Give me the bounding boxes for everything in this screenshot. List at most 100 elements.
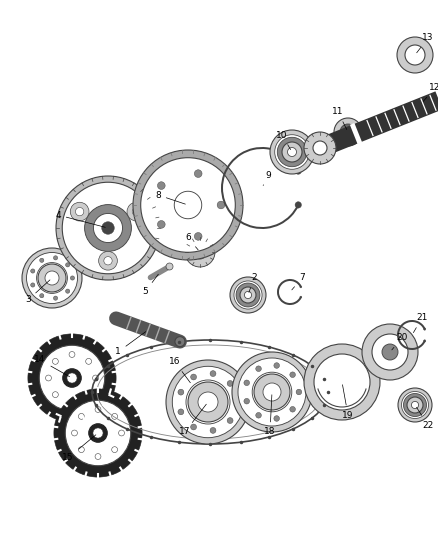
Circle shape — [166, 360, 250, 444]
Text: 16: 16 — [169, 358, 191, 383]
Circle shape — [193, 245, 207, 259]
Circle shape — [178, 409, 184, 415]
Circle shape — [188, 382, 228, 422]
Circle shape — [256, 413, 261, 418]
Text: 15: 15 — [62, 435, 96, 463]
Text: 9: 9 — [263, 171, 271, 185]
Circle shape — [295, 201, 301, 208]
Circle shape — [304, 132, 336, 164]
Circle shape — [89, 424, 107, 442]
Text: 4: 4 — [55, 211, 105, 227]
Circle shape — [71, 430, 78, 436]
Text: 1: 1 — [115, 332, 146, 357]
Circle shape — [86, 358, 92, 365]
Circle shape — [197, 249, 203, 255]
Circle shape — [45, 271, 59, 285]
Circle shape — [95, 407, 101, 413]
Circle shape — [157, 221, 165, 228]
Circle shape — [240, 287, 256, 303]
Circle shape — [424, 340, 426, 342]
Circle shape — [344, 128, 352, 136]
Circle shape — [38, 264, 66, 292]
Circle shape — [191, 374, 197, 380]
Text: 19: 19 — [342, 385, 354, 419]
Circle shape — [227, 417, 233, 424]
Circle shape — [304, 344, 380, 420]
Circle shape — [238, 358, 306, 426]
Text: 12: 12 — [422, 84, 438, 103]
Circle shape — [54, 389, 142, 477]
Circle shape — [407, 397, 423, 413]
Circle shape — [71, 276, 74, 280]
Circle shape — [157, 182, 165, 189]
Circle shape — [274, 363, 279, 368]
Circle shape — [39, 345, 105, 411]
Circle shape — [31, 283, 35, 287]
Circle shape — [252, 372, 292, 412]
Circle shape — [31, 269, 35, 273]
Circle shape — [362, 324, 418, 380]
Text: 10: 10 — [276, 131, 290, 150]
Circle shape — [236, 283, 260, 307]
Circle shape — [99, 252, 117, 270]
Circle shape — [93, 213, 123, 243]
Circle shape — [78, 414, 84, 419]
Circle shape — [46, 375, 51, 381]
Circle shape — [53, 296, 58, 300]
Text: 8: 8 — [155, 190, 185, 204]
Circle shape — [65, 400, 131, 466]
Circle shape — [185, 237, 215, 267]
Circle shape — [62, 182, 154, 274]
Circle shape — [402, 392, 428, 418]
Circle shape — [93, 428, 103, 438]
Circle shape — [244, 380, 250, 385]
Circle shape — [398, 388, 432, 422]
Circle shape — [314, 354, 370, 410]
Text: 20: 20 — [392, 334, 408, 350]
Text: 14: 14 — [34, 356, 70, 377]
Circle shape — [290, 407, 295, 412]
Circle shape — [227, 381, 233, 386]
Text: 17: 17 — [179, 404, 206, 437]
Circle shape — [102, 222, 114, 234]
Circle shape — [217, 201, 225, 209]
Text: 2: 2 — [249, 273, 257, 293]
Circle shape — [397, 37, 433, 73]
Circle shape — [230, 277, 266, 313]
Circle shape — [270, 130, 314, 174]
Circle shape — [141, 158, 235, 252]
Circle shape — [210, 427, 216, 433]
Text: 3: 3 — [25, 280, 50, 304]
Circle shape — [78, 447, 84, 453]
Circle shape — [40, 294, 44, 298]
Circle shape — [175, 337, 185, 346]
Circle shape — [86, 392, 92, 398]
Circle shape — [56, 176, 160, 280]
Circle shape — [334, 118, 362, 146]
Circle shape — [287, 148, 297, 157]
Circle shape — [194, 170, 202, 177]
Circle shape — [232, 352, 312, 432]
Circle shape — [256, 366, 261, 372]
Text: 18: 18 — [264, 395, 276, 437]
Circle shape — [85, 205, 131, 252]
Circle shape — [382, 344, 398, 360]
Circle shape — [53, 358, 58, 365]
Circle shape — [424, 328, 426, 330]
Circle shape — [133, 150, 243, 260]
Circle shape — [313, 141, 327, 155]
Circle shape — [75, 207, 84, 216]
Circle shape — [37, 263, 67, 293]
Circle shape — [263, 383, 281, 401]
Circle shape — [53, 392, 58, 398]
Circle shape — [300, 286, 302, 288]
Circle shape — [290, 372, 295, 377]
Text: 7: 7 — [292, 273, 305, 290]
Circle shape — [112, 414, 117, 419]
Circle shape — [282, 142, 302, 162]
Text: 6: 6 — [185, 233, 198, 250]
Circle shape — [372, 334, 408, 370]
Circle shape — [66, 263, 70, 267]
Circle shape — [104, 256, 112, 265]
Circle shape — [127, 202, 146, 221]
